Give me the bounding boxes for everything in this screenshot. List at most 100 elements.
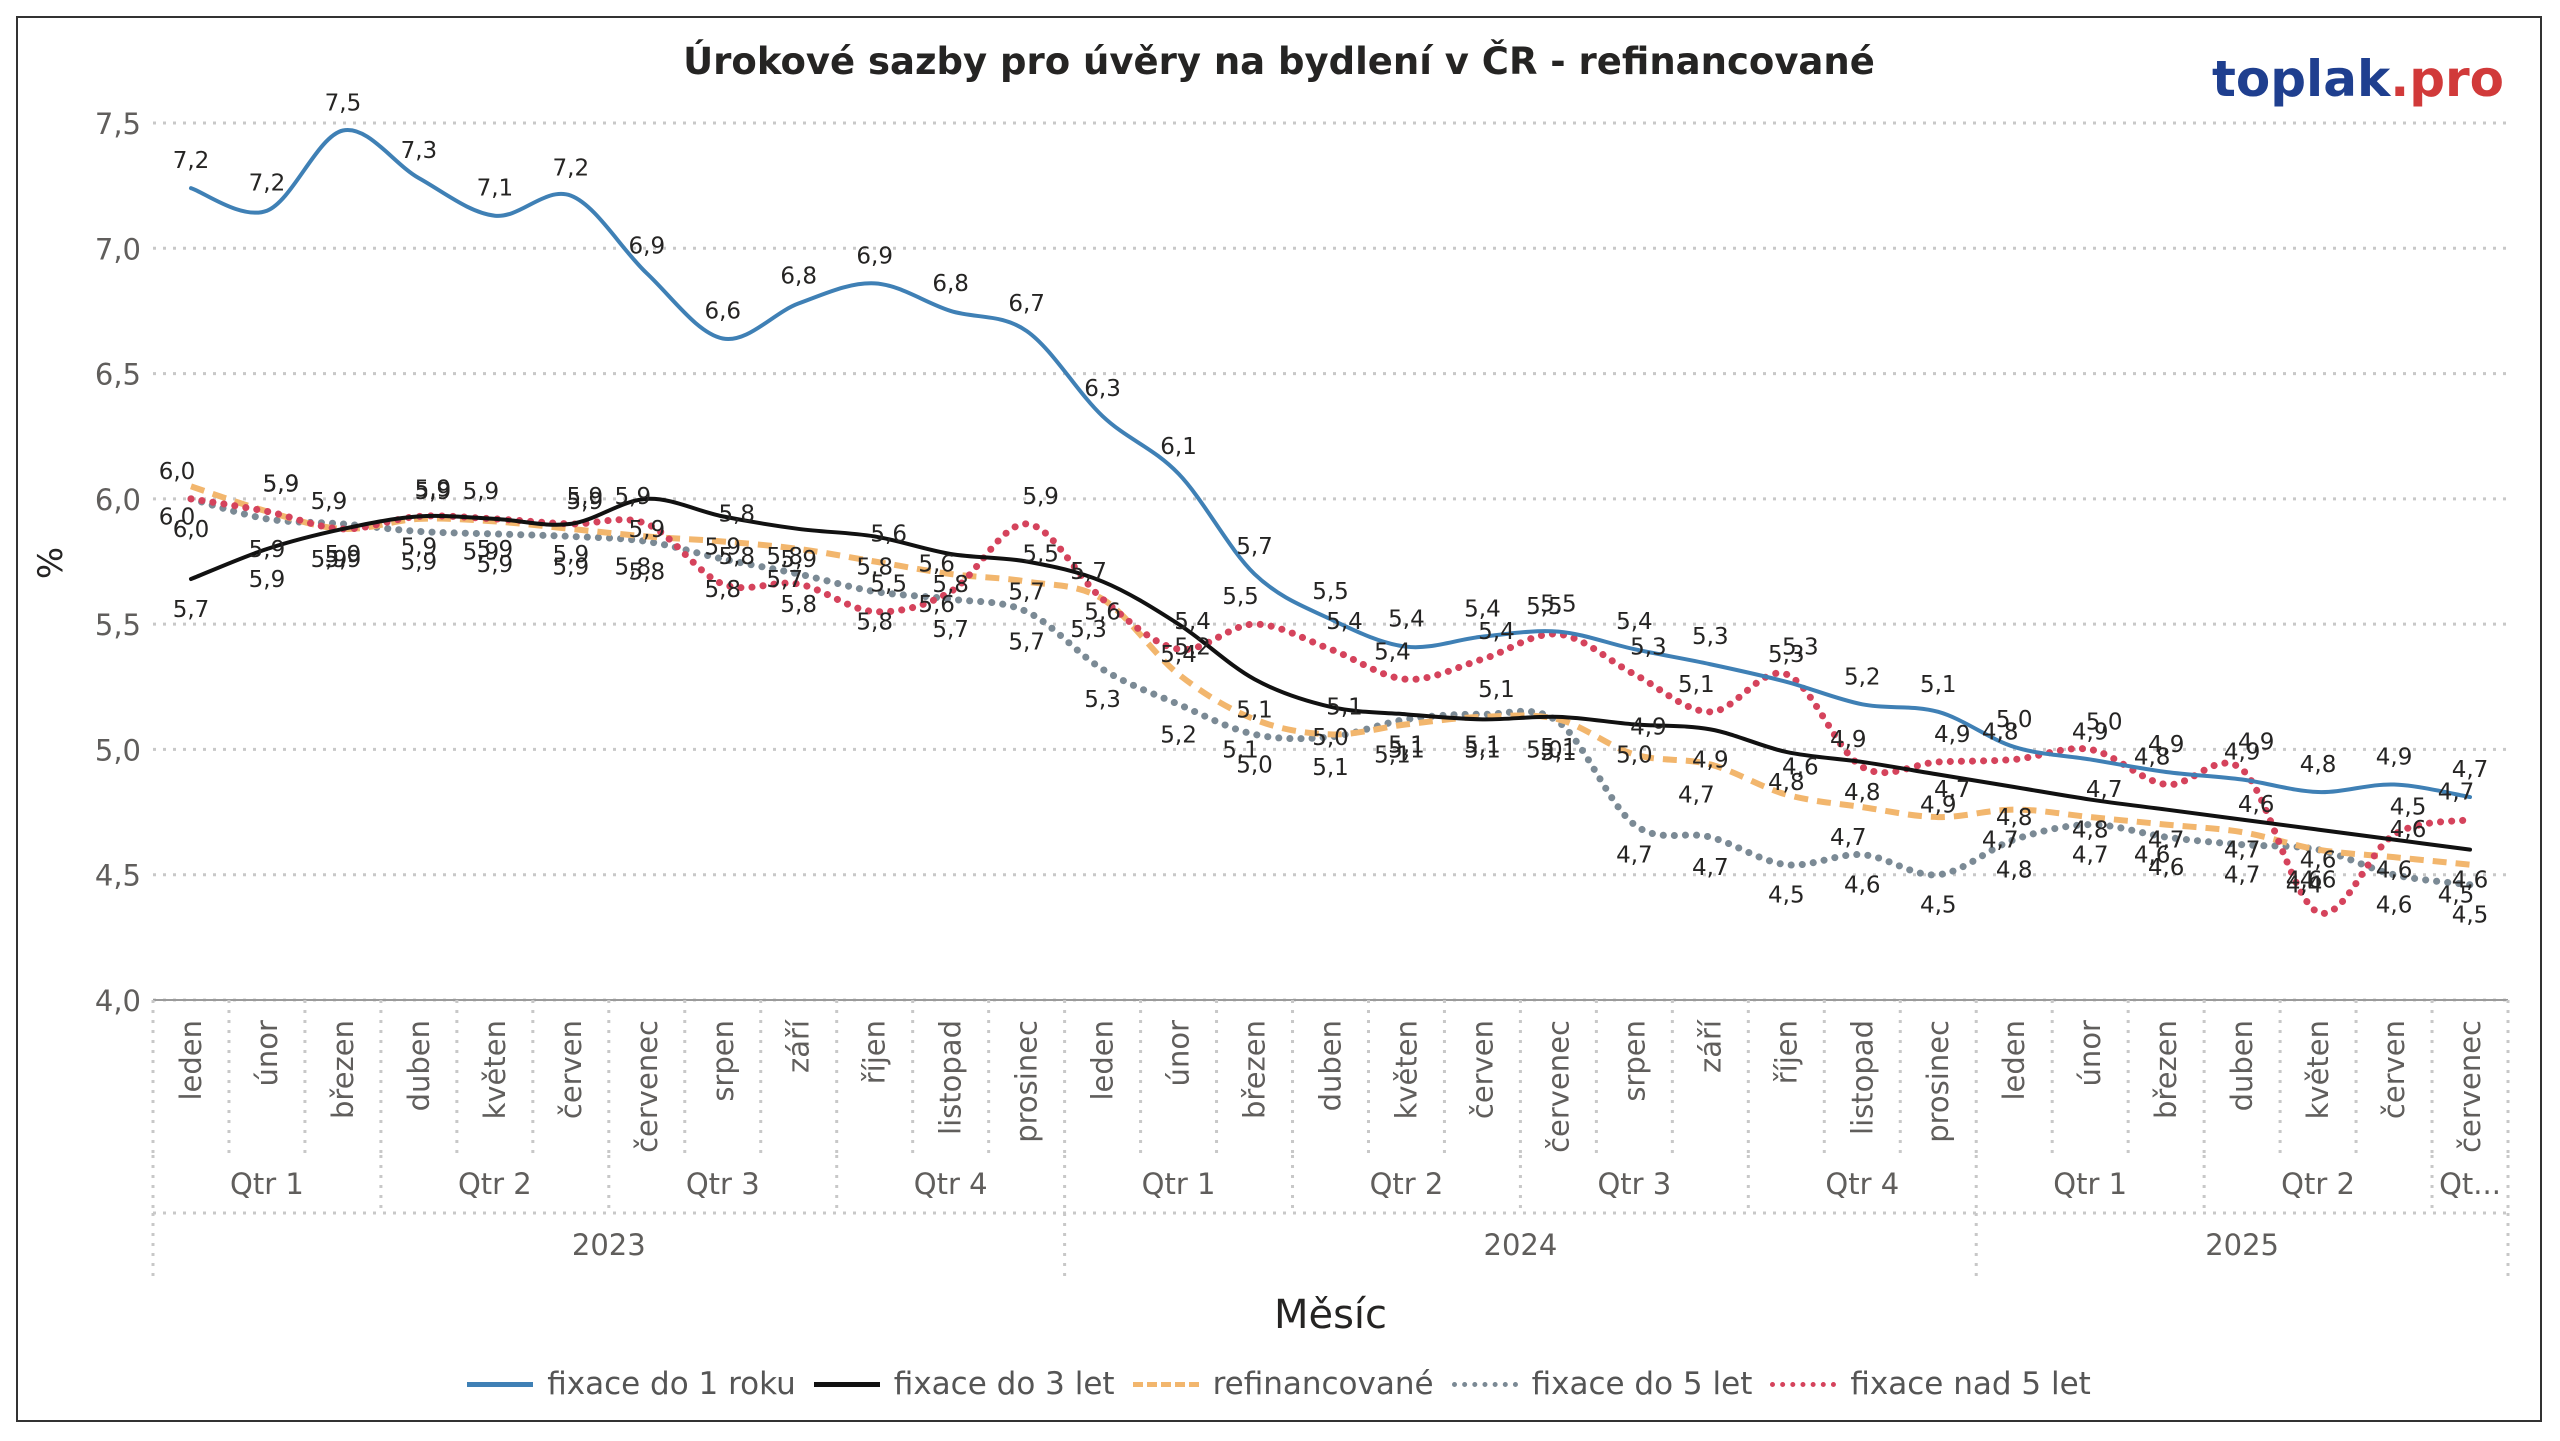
data-label: 5,9 [629,517,666,543]
legend-item[interactable]: fixace do 1 roku [467,1366,796,1402]
data-label: 5,0 [1616,742,1653,768]
x-tick-label: červenec [630,1020,664,1153]
data-label: 4,6 [2300,868,2337,894]
data-label: 5,1 [1920,672,1957,698]
y-tick-label: 6,0 [95,483,141,517]
data-label: 5,1 [1388,732,1425,758]
data-label: 5,9 [463,539,500,565]
legend-swatch [813,1381,880,1387]
data-label: 5,5 [1540,592,1577,618]
data-label: 4,5 [1920,893,1957,919]
data-label: 4,7 [2224,838,2261,864]
data-label: 4,5 [2438,883,2475,909]
y-axis-title: % [31,547,71,579]
legend-swatch [1770,1381,1837,1387]
data-label: 5,5 [870,572,907,598]
x-tick-label: srpen [706,1020,740,1102]
data-label: 4,9 [1920,792,1957,818]
data-label: 4,6 [2286,868,2323,894]
data-label: 5,3 [1630,634,1667,660]
legend-item[interactable]: fixace do 3 let [813,1366,1115,1402]
year-label: 2025 [2205,1228,2279,1262]
quarter-label: Qtr 3 [1597,1167,1671,1201]
data-label: 5,5 [1312,579,1349,605]
legend-item[interactable]: fixace do 5 let [1451,1366,1752,1402]
data-label: 5,9 [415,476,452,502]
x-tick-label: leden [1086,1020,1120,1101]
data-label: 5,4 [1478,619,1515,645]
data-label: 4,7 [1934,777,1971,803]
year-label: 2024 [1484,1228,1558,1262]
data-label: 5,1 [1678,672,1715,698]
data-label: 5,1 [1540,740,1577,766]
brand-name: toplak [2212,50,2391,108]
data-label: 5,6 [870,522,907,548]
legend-swatch [1132,1381,1199,1387]
data-label: 6,7 [1008,291,1045,317]
y-tick-label: 5,5 [95,608,141,642]
x-tick-label: květen [478,1020,512,1119]
quarter-label: Qtr 1 [2053,1167,2127,1201]
data-label: 5,4 [1616,609,1653,635]
data-label: 5,3 [1084,687,1121,713]
data-label: 4,9 [1630,714,1667,740]
data-label: 5,1 [1374,742,1411,768]
series-line-fixace-do-5-let [187,495,2474,889]
data-label: 5,7 [1008,630,1045,656]
quarter-label: Qtr 2 [2281,1167,2355,1201]
data-label: 4,8 [2300,752,2337,778]
legend-item[interactable]: refinancované [1132,1366,1434,1402]
data-label: 4,8 [1996,805,2033,831]
x-tick-label: leden [1997,1020,2031,1101]
data-label: 5,9 [553,554,590,580]
quarter-label: Qtr 4 [1825,1167,1899,1201]
data-label: 5,8 [766,544,803,570]
data-label: 5,0 [2086,709,2123,735]
data-label: 5,7 [1070,559,1107,585]
data-label: 5,1 [1464,737,1501,763]
data-label: 4,8 [2134,745,2171,771]
brand-suffix: .pro [2390,50,2504,108]
quarter-label: Qtr 3 [686,1167,760,1201]
data-label: 4,7 [2452,757,2489,783]
data-label: 5,4 [1326,609,1363,635]
data-label: 5,5 [1526,594,1563,620]
x-tick-label: únor [1162,1020,1196,1087]
data-label: 5,9 [1022,484,1059,510]
data-label: 4,8 [2072,818,2109,844]
chart-title: Úrokové sazby pro úvěry na bydlení v ČR … [683,40,1875,83]
data-label: 5,8 [856,610,893,636]
x-tick-label: únor [250,1020,284,1087]
data-label: 7,1 [477,176,514,202]
data-label: 5,9 [249,537,286,563]
data-label: 7,5 [325,91,362,117]
data-label: 4,7 [2072,843,2109,869]
legend-swatch [1451,1381,1518,1387]
data-label: 5,9 [615,484,652,510]
data-label: 5,9 [567,484,604,510]
quarter-label: Qtr 4 [914,1167,988,1201]
data-label: 4,9 [1830,727,1867,753]
data-label: 4,6 [2238,792,2275,818]
legend-label: fixace nad 5 let [1850,1366,2091,1402]
data-label: 5,9 [249,567,286,593]
legend-item[interactable]: fixace nad 5 let [1770,1366,2091,1402]
data-label: 5,5 [1222,584,1259,610]
x-tick-label: duben [2225,1020,2259,1111]
data-label: 4,9 [2072,719,2109,745]
data-label: 4,7 [1692,855,1729,881]
x-axis-title: Měsíc [1274,1292,1387,1338]
y-tick-label: 5,0 [95,733,141,767]
data-label: 6,0 [173,517,210,543]
series-line-fixace-do-1-roku [188,128,2473,800]
brand-logo: toplak.pro [2212,50,2504,108]
data-label: 5,9 [477,552,514,578]
data-label: 5,4 [1388,607,1425,633]
data-label: 5,9 [567,489,604,515]
x-tick-label: červen [1465,1020,1499,1119]
data-label: 5,9 [415,479,452,505]
data-label: 4,8 [1844,780,1881,806]
data-label: 5,4 [1374,639,1411,665]
data-label: 6,9 [629,233,666,259]
data-label: 7,3 [401,138,438,164]
